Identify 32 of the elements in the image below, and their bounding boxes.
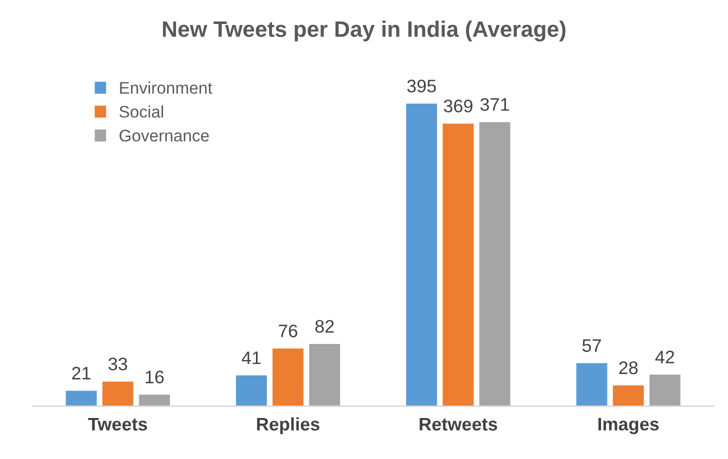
data-label: 395: [407, 80, 436, 92]
bar: [648, 373, 682, 406]
bar: [308, 342, 342, 406]
legend-label: Environment: [120, 82, 212, 94]
data-label: 82: [315, 320, 334, 333]
data-label: 33: [108, 358, 128, 370]
bar: [441, 122, 476, 406]
data-label: 371: [480, 98, 509, 111]
bar: [271, 347, 305, 406]
bar: [100, 380, 135, 406]
data-label: 28: [619, 361, 638, 374]
legend-label: Governance: [120, 130, 209, 142]
data-label: 41: [242, 352, 261, 364]
data-label: 21: [72, 366, 90, 380]
data-label: 76: [278, 324, 298, 338]
bar: [478, 120, 512, 406]
legend-label: Social: [120, 105, 164, 118]
data-label: 16: [146, 370, 164, 384]
bar: [138, 393, 172, 406]
bar: [64, 389, 98, 406]
x-tick-label: Tweets: [88, 418, 148, 431]
x-tick-label: Retweets: [420, 418, 498, 431]
data-label: 57: [582, 339, 601, 352]
bar: [404, 102, 438, 406]
bar: [574, 362, 609, 406]
bar: [234, 374, 268, 406]
data-label: 42: [655, 350, 674, 364]
x-tick-label: Replies: [257, 417, 320, 434]
chart-title: New Tweets per Day in India (Average): [162, 20, 566, 42]
x-tick-label: Images: [598, 418, 659, 434]
data-label: 369: [444, 100, 472, 112]
bar: [611, 384, 646, 406]
